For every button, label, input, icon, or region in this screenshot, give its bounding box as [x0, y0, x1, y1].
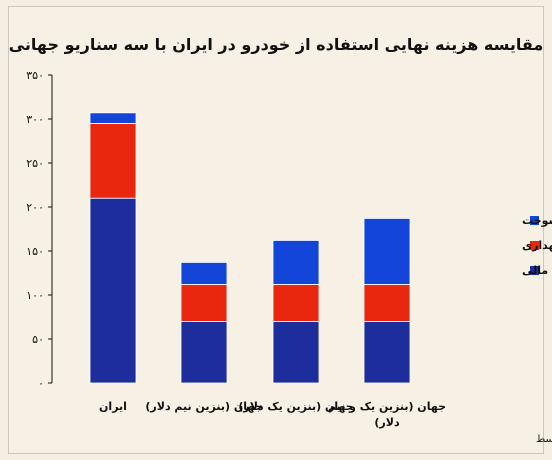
y-axis: ۰ ۵۰ ۱۰۰ ۱۵۰ ۲۰۰ ۲۵۰ ۳۰۰ ۳۵۰ [26, 69, 53, 390]
bar-segment [363, 284, 411, 322]
x-category-label: جهان (بنزین یک و نیم [328, 400, 446, 413]
bar-segment [180, 320, 228, 384]
x-category-label: ایران [99, 400, 127, 413]
y-tick-label: ۳۵۰ [26, 69, 44, 82]
bars-group [89, 112, 411, 384]
bar-segment [272, 320, 320, 384]
legend-label: هزینه مالی [522, 264, 552, 277]
y-tick-label: ۰ [38, 377, 44, 390]
bar-segment [363, 218, 411, 285]
legend-swatch [530, 241, 539, 250]
y-tick-label: ۲۵۰ [26, 157, 44, 170]
category-labels: ایران جهان (بنزین نیم دلار)جهان (بنزین یک… [99, 400, 446, 429]
legend: هزینه سوخت هزینه نگهداری هزینه مالی [522, 214, 552, 277]
bar-segment [89, 123, 137, 199]
legend-swatch [530, 216, 539, 225]
y-tick-label: ۳۰۰ [26, 113, 44, 126]
bar-segment [272, 240, 320, 285]
y-tick-label: ۵۰ [32, 333, 44, 346]
bar-segment [180, 284, 228, 322]
legend-swatch [530, 266, 539, 275]
bar-segment [363, 320, 411, 384]
bar-segment [89, 197, 137, 384]
y-tick-label: ۲۰۰ [26, 201, 44, 214]
y-tick-label: ۱۰۰ [26, 289, 44, 302]
y-tick-label: ۱۵۰ [26, 245, 44, 258]
chart-title: مقایسه هزینه نهایی استفاده از خودرو در ا… [9, 35, 544, 54]
x-category-label: دلار) [374, 416, 400, 429]
bar-segment [89, 112, 137, 124]
legend-label: هزینه سوخت [522, 214, 552, 227]
bar-segment [180, 262, 228, 285]
x-category-label: جهان (بنزین یک دلار) [238, 400, 353, 413]
bar-segment [272, 284, 320, 322]
legend-label: هزینه نگهداری [522, 239, 552, 252]
x-category-label: جهان (بنزین نیم دلار) [145, 400, 262, 413]
footnote: تحلیل و استنتاج: احسان سلطانی بر اساس مح… [536, 434, 552, 445]
